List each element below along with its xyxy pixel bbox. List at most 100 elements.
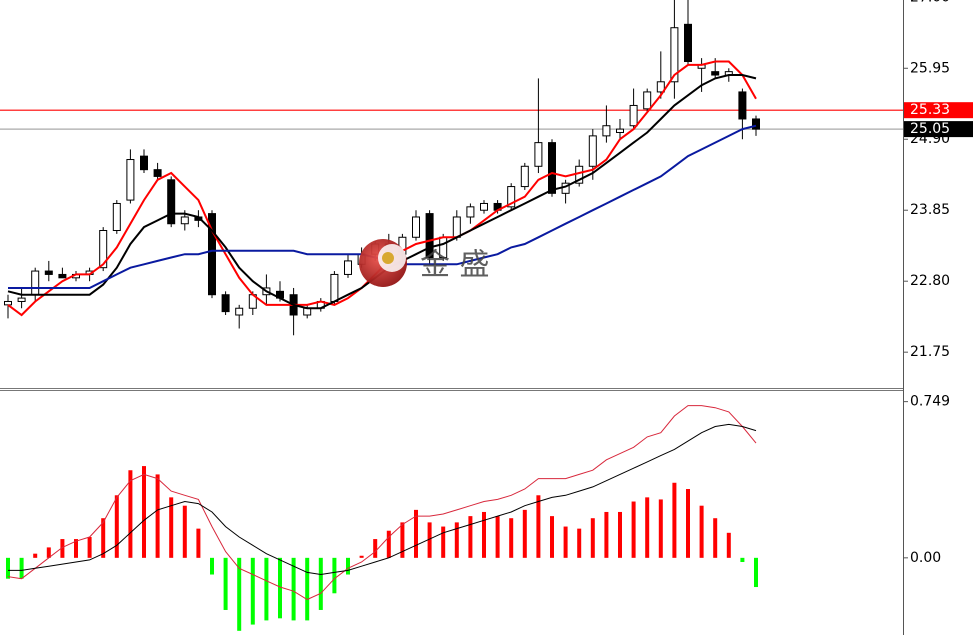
histogram-bar [101, 518, 106, 558]
candle-body [520, 165, 529, 188]
candle-body [412, 216, 420, 238]
candle-body [466, 206, 475, 218]
candle-body [711, 71, 720, 76]
candle-body [629, 104, 638, 127]
price-tag [904, 121, 973, 138]
histogram-bar [550, 516, 554, 558]
price-tag-label: 25.05 [910, 121, 950, 137]
histogram-bar [346, 557, 350, 575]
histogram-bar [441, 526, 446, 558]
logo-dot [382, 252, 394, 264]
histogram-bar [223, 557, 228, 610]
histogram-bar [142, 466, 146, 558]
histogram-bar [563, 526, 568, 558]
candle-body [588, 135, 597, 167]
y-tick-label: 21.75 [910, 344, 950, 360]
histogram-bar [454, 522, 459, 558]
histogram-bar [114, 495, 119, 558]
y-tick-label: 22.80 [910, 273, 950, 289]
histogram-bar [699, 505, 704, 558]
watermark: 金 盛 [420, 248, 490, 283]
histogram-bar [19, 557, 24, 579]
histogram-bar [74, 539, 78, 558]
candle-body [330, 273, 339, 302]
line [7, 405, 757, 601]
candle-body [643, 91, 652, 110]
candle-body [58, 273, 67, 279]
histogram-bar [672, 482, 677, 558]
candle-body [17, 297, 26, 302]
histogram-bar [128, 470, 133, 558]
histogram-bar [754, 557, 758, 588]
histogram-bar [509, 518, 514, 558]
y-tick-label: 0.749 [910, 394, 950, 410]
y-tick-label: 27.00 [910, 0, 950, 5]
price-tag [904, 102, 973, 119]
candle-body [534, 142, 543, 167]
candle-body [616, 128, 624, 133]
candle-body [738, 91, 747, 120]
candle-body [425, 213, 434, 259]
histogram-bar [536, 495, 541, 558]
histogram-bar [713, 518, 718, 558]
y-tick-label: 25.95 [910, 60, 950, 76]
histogram-bar [46, 547, 51, 558]
histogram-bar [427, 522, 432, 558]
histogram-bar [468, 516, 473, 558]
candle-body [31, 270, 40, 296]
histogram-bar [33, 553, 38, 558]
histogram-bar [196, 528, 201, 558]
histogram-bar [305, 557, 310, 621]
histogram-bar [359, 555, 364, 558]
candle-body [602, 125, 611, 137]
candle-body [180, 216, 189, 225]
histogram-bar [482, 511, 486, 558]
histogram-bar [618, 511, 622, 558]
histogram-bar [522, 509, 527, 558]
y-tick-label: 0.00 [910, 550, 941, 566]
candle-body [303, 307, 312, 316]
histogram-bar [726, 532, 731, 558]
price-tag-label: 25.33 [910, 102, 950, 118]
histogram-bar [577, 528, 582, 558]
histogram-bar [250, 557, 255, 625]
candle-body [4, 300, 12, 306]
candle-body [507, 186, 516, 208]
histogram-bar [318, 557, 323, 610]
candle-body [221, 294, 230, 313]
histogram-bar [169, 497, 174, 558]
candle-body [99, 230, 108, 269]
candle-body [344, 260, 352, 275]
candle-body [548, 142, 556, 194]
histogram-bar [182, 505, 187, 558]
histogram-bar [373, 539, 378, 558]
histogram-bar [386, 530, 391, 558]
candle-body [44, 270, 53, 275]
candle-body [167, 179, 176, 225]
histogram-bar [414, 509, 418, 558]
candle-body [153, 169, 162, 177]
candle-body [208, 213, 216, 296]
histogram-bar [658, 499, 663, 558]
histogram-bar [6, 557, 10, 579]
histogram-bar [332, 557, 337, 594]
histogram-bar [495, 516, 500, 558]
histogram-bar [645, 497, 650, 558]
candle-body [656, 81, 665, 93]
histogram-bar [60, 539, 65, 558]
candle-body [670, 27, 679, 83]
histogram-bar [87, 536, 92, 558]
histogram-bar [400, 522, 405, 558]
histogram-bar [278, 557, 282, 619]
y-tick-label: 23.85 [910, 202, 950, 218]
candle-body [112, 202, 121, 232]
histogram-bar [686, 489, 690, 558]
candle-body [684, 23, 692, 63]
histogram-bar [210, 557, 214, 575]
histogram-bar [740, 557, 745, 563]
histogram-bar [590, 518, 595, 558]
histogram-bar [237, 557, 242, 631]
candle-body [126, 159, 135, 201]
